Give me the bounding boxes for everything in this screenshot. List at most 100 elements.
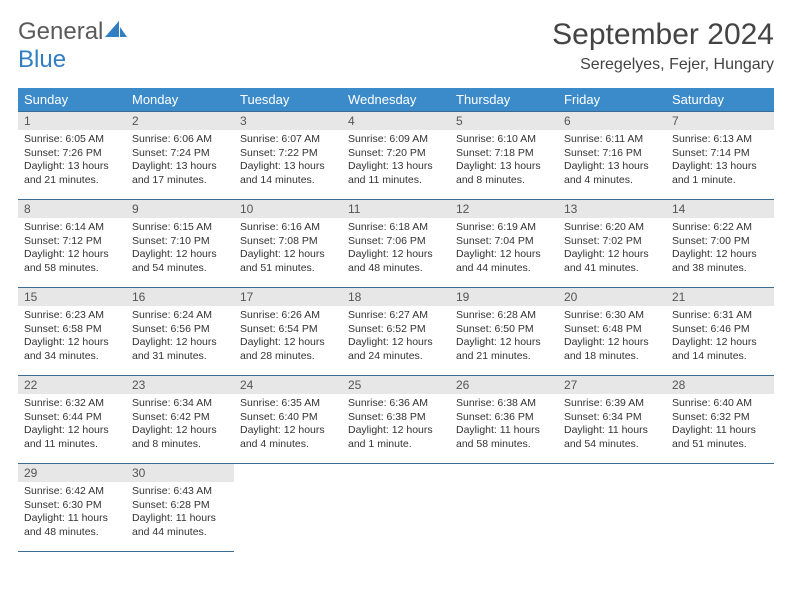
day-number: 10 bbox=[234, 200, 342, 218]
day-number: 27 bbox=[558, 376, 666, 394]
calendar-week-row: 22Sunrise: 6:32 AMSunset: 6:44 PMDayligh… bbox=[18, 376, 774, 464]
day-details: Sunrise: 6:06 AMSunset: 7:24 PMDaylight:… bbox=[126, 130, 234, 192]
calendar-day-cell bbox=[666, 464, 774, 552]
calendar-day-cell: 19Sunrise: 6:28 AMSunset: 6:50 PMDayligh… bbox=[450, 288, 558, 376]
day-details: Sunrise: 6:39 AMSunset: 6:34 PMDaylight:… bbox=[558, 394, 666, 456]
calendar-day-cell: 26Sunrise: 6:38 AMSunset: 6:36 PMDayligh… bbox=[450, 376, 558, 464]
day-header: Saturday bbox=[666, 88, 774, 112]
day-number: 21 bbox=[666, 288, 774, 306]
day-number: 4 bbox=[342, 112, 450, 130]
day-details: Sunrise: 6:34 AMSunset: 6:42 PMDaylight:… bbox=[126, 394, 234, 456]
calendar-day-cell: 23Sunrise: 6:34 AMSunset: 6:42 PMDayligh… bbox=[126, 376, 234, 464]
day-details: Sunrise: 6:31 AMSunset: 6:46 PMDaylight:… bbox=[666, 306, 774, 368]
day-number: 16 bbox=[126, 288, 234, 306]
day-number: 7 bbox=[666, 112, 774, 130]
day-details: Sunrise: 6:38 AMSunset: 6:36 PMDaylight:… bbox=[450, 394, 558, 456]
day-details: Sunrise: 6:36 AMSunset: 6:38 PMDaylight:… bbox=[342, 394, 450, 456]
day-header: Monday bbox=[126, 88, 234, 112]
day-number: 12 bbox=[450, 200, 558, 218]
calendar-day-cell: 14Sunrise: 6:22 AMSunset: 7:00 PMDayligh… bbox=[666, 200, 774, 288]
calendar-day-cell: 20Sunrise: 6:30 AMSunset: 6:48 PMDayligh… bbox=[558, 288, 666, 376]
day-details: Sunrise: 6:10 AMSunset: 7:18 PMDaylight:… bbox=[450, 130, 558, 192]
calendar-day-cell: 1Sunrise: 6:05 AMSunset: 7:26 PMDaylight… bbox=[18, 112, 126, 200]
logo-text-blue: Blue bbox=[18, 46, 66, 73]
day-details: Sunrise: 6:15 AMSunset: 7:10 PMDaylight:… bbox=[126, 218, 234, 280]
day-details: Sunrise: 6:24 AMSunset: 6:56 PMDaylight:… bbox=[126, 306, 234, 368]
day-number: 9 bbox=[126, 200, 234, 218]
day-details: Sunrise: 6:07 AMSunset: 7:22 PMDaylight:… bbox=[234, 130, 342, 192]
calendar-week-row: 1Sunrise: 6:05 AMSunset: 7:26 PMDaylight… bbox=[18, 112, 774, 200]
day-number: 23 bbox=[126, 376, 234, 394]
calendar-day-cell: 10Sunrise: 6:16 AMSunset: 7:08 PMDayligh… bbox=[234, 200, 342, 288]
calendar-day-cell: 4Sunrise: 6:09 AMSunset: 7:20 PMDaylight… bbox=[342, 112, 450, 200]
calendar-day-cell bbox=[234, 464, 342, 552]
header: General Blue September 2024 Seregelyes, … bbox=[18, 18, 774, 74]
calendar-day-cell: 24Sunrise: 6:35 AMSunset: 6:40 PMDayligh… bbox=[234, 376, 342, 464]
day-details: Sunrise: 6:13 AMSunset: 7:14 PMDaylight:… bbox=[666, 130, 774, 192]
day-details: Sunrise: 6:16 AMSunset: 7:08 PMDaylight:… bbox=[234, 218, 342, 280]
calendar-day-cell: 6Sunrise: 6:11 AMSunset: 7:16 PMDaylight… bbox=[558, 112, 666, 200]
calendar-day-cell: 25Sunrise: 6:36 AMSunset: 6:38 PMDayligh… bbox=[342, 376, 450, 464]
day-details: Sunrise: 6:28 AMSunset: 6:50 PMDaylight:… bbox=[450, 306, 558, 368]
calendar-day-cell bbox=[342, 464, 450, 552]
day-header: Wednesday bbox=[342, 88, 450, 112]
calendar-day-cell: 27Sunrise: 6:39 AMSunset: 6:34 PMDayligh… bbox=[558, 376, 666, 464]
calendar-table: SundayMondayTuesdayWednesdayThursdayFrid… bbox=[18, 88, 774, 552]
day-details: Sunrise: 6:42 AMSunset: 6:30 PMDaylight:… bbox=[18, 482, 126, 544]
day-header-row: SundayMondayTuesdayWednesdayThursdayFrid… bbox=[18, 88, 774, 112]
day-details: Sunrise: 6:18 AMSunset: 7:06 PMDaylight:… bbox=[342, 218, 450, 280]
day-number: 8 bbox=[18, 200, 126, 218]
calendar-day-cell: 9Sunrise: 6:15 AMSunset: 7:10 PMDaylight… bbox=[126, 200, 234, 288]
day-number: 29 bbox=[18, 464, 126, 482]
calendar-day-cell: 2Sunrise: 6:06 AMSunset: 7:24 PMDaylight… bbox=[126, 112, 234, 200]
day-details: Sunrise: 6:27 AMSunset: 6:52 PMDaylight:… bbox=[342, 306, 450, 368]
calendar-day-cell: 8Sunrise: 6:14 AMSunset: 7:12 PMDaylight… bbox=[18, 200, 126, 288]
day-header: Sunday bbox=[18, 88, 126, 112]
calendar-day-cell: 21Sunrise: 6:31 AMSunset: 6:46 PMDayligh… bbox=[666, 288, 774, 376]
day-number: 2 bbox=[126, 112, 234, 130]
day-header: Tuesday bbox=[234, 88, 342, 112]
calendar-day-cell: 16Sunrise: 6:24 AMSunset: 6:56 PMDayligh… bbox=[126, 288, 234, 376]
calendar-day-cell: 11Sunrise: 6:18 AMSunset: 7:06 PMDayligh… bbox=[342, 200, 450, 288]
day-details: Sunrise: 6:09 AMSunset: 7:20 PMDaylight:… bbox=[342, 130, 450, 192]
calendar-week-row: 8Sunrise: 6:14 AMSunset: 7:12 PMDaylight… bbox=[18, 200, 774, 288]
day-details: Sunrise: 6:23 AMSunset: 6:58 PMDaylight:… bbox=[18, 306, 126, 368]
calendar-day-cell: 3Sunrise: 6:07 AMSunset: 7:22 PMDaylight… bbox=[234, 112, 342, 200]
day-number: 3 bbox=[234, 112, 342, 130]
day-number: 15 bbox=[18, 288, 126, 306]
day-details: Sunrise: 6:32 AMSunset: 6:44 PMDaylight:… bbox=[18, 394, 126, 456]
day-number: 11 bbox=[342, 200, 450, 218]
logo: General Blue bbox=[18, 18, 127, 74]
calendar-day-cell: 17Sunrise: 6:26 AMSunset: 6:54 PMDayligh… bbox=[234, 288, 342, 376]
day-number: 30 bbox=[126, 464, 234, 482]
day-details: Sunrise: 6:26 AMSunset: 6:54 PMDaylight:… bbox=[234, 306, 342, 368]
day-details: Sunrise: 6:14 AMSunset: 7:12 PMDaylight:… bbox=[18, 218, 126, 280]
day-number: 24 bbox=[234, 376, 342, 394]
day-number: 1 bbox=[18, 112, 126, 130]
day-number: 19 bbox=[450, 288, 558, 306]
calendar-day-cell: 12Sunrise: 6:19 AMSunset: 7:04 PMDayligh… bbox=[450, 200, 558, 288]
calendar-day-cell: 28Sunrise: 6:40 AMSunset: 6:32 PMDayligh… bbox=[666, 376, 774, 464]
day-details: Sunrise: 6:40 AMSunset: 6:32 PMDaylight:… bbox=[666, 394, 774, 456]
day-number: 18 bbox=[342, 288, 450, 306]
month-title: September 2024 bbox=[552, 18, 774, 52]
day-details: Sunrise: 6:19 AMSunset: 7:04 PMDaylight:… bbox=[450, 218, 558, 280]
calendar-day-cell: 22Sunrise: 6:32 AMSunset: 6:44 PMDayligh… bbox=[18, 376, 126, 464]
day-details: Sunrise: 6:05 AMSunset: 7:26 PMDaylight:… bbox=[18, 130, 126, 192]
calendar-day-cell: 13Sunrise: 6:20 AMSunset: 7:02 PMDayligh… bbox=[558, 200, 666, 288]
day-details: Sunrise: 6:11 AMSunset: 7:16 PMDaylight:… bbox=[558, 130, 666, 192]
day-header: Thursday bbox=[450, 88, 558, 112]
calendar-week-row: 15Sunrise: 6:23 AMSunset: 6:58 PMDayligh… bbox=[18, 288, 774, 376]
day-header: Friday bbox=[558, 88, 666, 112]
title-block: September 2024 Seregelyes, Fejer, Hungar… bbox=[552, 18, 774, 74]
calendar-day-cell: 15Sunrise: 6:23 AMSunset: 6:58 PMDayligh… bbox=[18, 288, 126, 376]
day-number: 17 bbox=[234, 288, 342, 306]
day-number: 20 bbox=[558, 288, 666, 306]
calendar-day-cell: 18Sunrise: 6:27 AMSunset: 6:52 PMDayligh… bbox=[342, 288, 450, 376]
location: Seregelyes, Fejer, Hungary bbox=[552, 56, 774, 74]
day-details: Sunrise: 6:43 AMSunset: 6:28 PMDaylight:… bbox=[126, 482, 234, 544]
logo-sail-icon bbox=[105, 18, 127, 46]
day-details: Sunrise: 6:22 AMSunset: 7:00 PMDaylight:… bbox=[666, 218, 774, 280]
day-number: 25 bbox=[342, 376, 450, 394]
day-number: 28 bbox=[666, 376, 774, 394]
